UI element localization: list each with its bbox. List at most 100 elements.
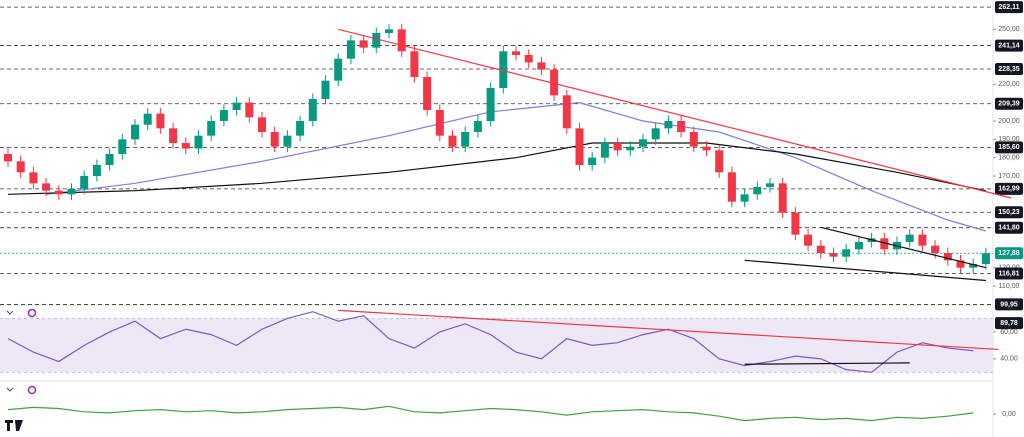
candle-body <box>245 102 254 118</box>
moving-average <box>7 142 987 195</box>
y-tick-label: 200,00 <box>998 118 1020 125</box>
candle-body <box>385 29 393 33</box>
candle-body <box>270 132 279 147</box>
candle-body <box>600 143 609 158</box>
candle-body <box>804 234 813 246</box>
level-label: 241,14 <box>998 42 1020 49</box>
candle-body <box>359 40 368 48</box>
level-label: 209,39 <box>998 101 1020 108</box>
candle-body <box>537 62 546 70</box>
y-tick-label: 40,00 <box>1000 356 1018 363</box>
candle-body <box>943 253 952 261</box>
y-tick-label: 60,00 <box>1000 329 1018 336</box>
candle-body <box>372 33 381 48</box>
candle-body <box>880 238 889 250</box>
trend-line <box>744 362 910 365</box>
rsi-band <box>0 318 993 373</box>
level-label: 150,23 <box>998 209 1020 216</box>
candle-body <box>931 245 940 253</box>
candle-body <box>207 121 216 136</box>
candle-body <box>740 194 749 202</box>
candle-body <box>219 110 228 121</box>
level-label: 141,80 <box>998 225 1020 232</box>
candle-body <box>397 29 406 52</box>
candle-body <box>54 190 63 195</box>
candle-body <box>677 121 686 132</box>
collapse-icon[interactable] <box>6 310 14 315</box>
candle-body <box>473 121 482 132</box>
trend-line <box>744 259 986 282</box>
candle-body <box>842 249 851 257</box>
indicator-line <box>7 405 974 422</box>
candle-body <box>766 183 774 187</box>
candle-body <box>346 40 355 59</box>
candle-body <box>4 154 12 162</box>
candle-body <box>664 121 673 129</box>
level-label: 89,78 <box>1000 320 1018 327</box>
candle-body <box>16 161 25 173</box>
candle-body <box>232 102 241 110</box>
moving-average <box>46 102 987 232</box>
candle-body <box>29 172 38 184</box>
candle-body <box>169 128 178 143</box>
candle-body <box>194 135 203 149</box>
candle-body <box>105 154 114 165</box>
candle-body <box>562 95 571 129</box>
candle-body <box>258 117 266 132</box>
candle-body <box>435 110 444 136</box>
candle-body <box>486 88 495 121</box>
candle-body <box>321 80 330 99</box>
y-tick-label: 0,00 <box>1002 411 1016 418</box>
candle-body <box>613 143 622 151</box>
trend-line <box>338 28 1012 199</box>
candle-body <box>92 165 101 176</box>
candle-body <box>131 124 139 140</box>
candle-body <box>727 172 736 202</box>
y-tick-label: 110,00 <box>999 283 1020 290</box>
candle-body <box>461 132 470 147</box>
trend-line <box>338 309 999 351</box>
candle-body <box>423 77 432 110</box>
candle-body <box>512 51 520 55</box>
level-label-box <box>995 1 1023 14</box>
candle-body <box>816 245 825 253</box>
candle-body <box>181 143 190 149</box>
candle-body <box>283 135 292 147</box>
price-label-box <box>995 247 1023 260</box>
y-tick-label: 170,00 <box>998 173 1020 180</box>
logo[interactable] <box>5 420 23 431</box>
price-label: 127,88 <box>998 250 1020 257</box>
candle-body <box>143 113 152 125</box>
candle-body <box>296 121 305 136</box>
candle-body <box>118 139 127 154</box>
candle-body <box>410 51 419 77</box>
candle-body <box>791 212 800 235</box>
indicator-icon[interactable] <box>27 385 37 395</box>
candle-body <box>80 176 89 189</box>
candle-body <box>905 234 914 242</box>
level-label: 262,11 <box>998 4 1019 11</box>
candle-body <box>753 187 762 195</box>
candle-body <box>969 264 978 268</box>
candle-body <box>854 242 863 250</box>
candle-body <box>67 188 76 195</box>
candle-body <box>639 139 647 147</box>
y-tick-label: 250,00 <box>998 26 1020 33</box>
candle-body <box>778 183 787 213</box>
level-label: 185,60 <box>998 144 1020 151</box>
candle-body <box>918 234 927 246</box>
candle-body <box>550 69 559 96</box>
indicator-icon[interactable] <box>27 308 37 318</box>
trend-line <box>820 226 987 269</box>
level-label: 228,35 <box>998 66 1020 73</box>
collapse-icon[interactable] <box>6 387 14 392</box>
y-tick-label: 180,00 <box>998 155 1020 162</box>
candle-body <box>702 146 711 151</box>
candle-body <box>308 99 317 121</box>
candle-body <box>524 55 533 63</box>
candle-body <box>448 135 457 147</box>
level-label-box <box>995 39 1023 52</box>
candle-body <box>829 253 838 257</box>
y-tick-label: 190,00 <box>998 136 1020 143</box>
